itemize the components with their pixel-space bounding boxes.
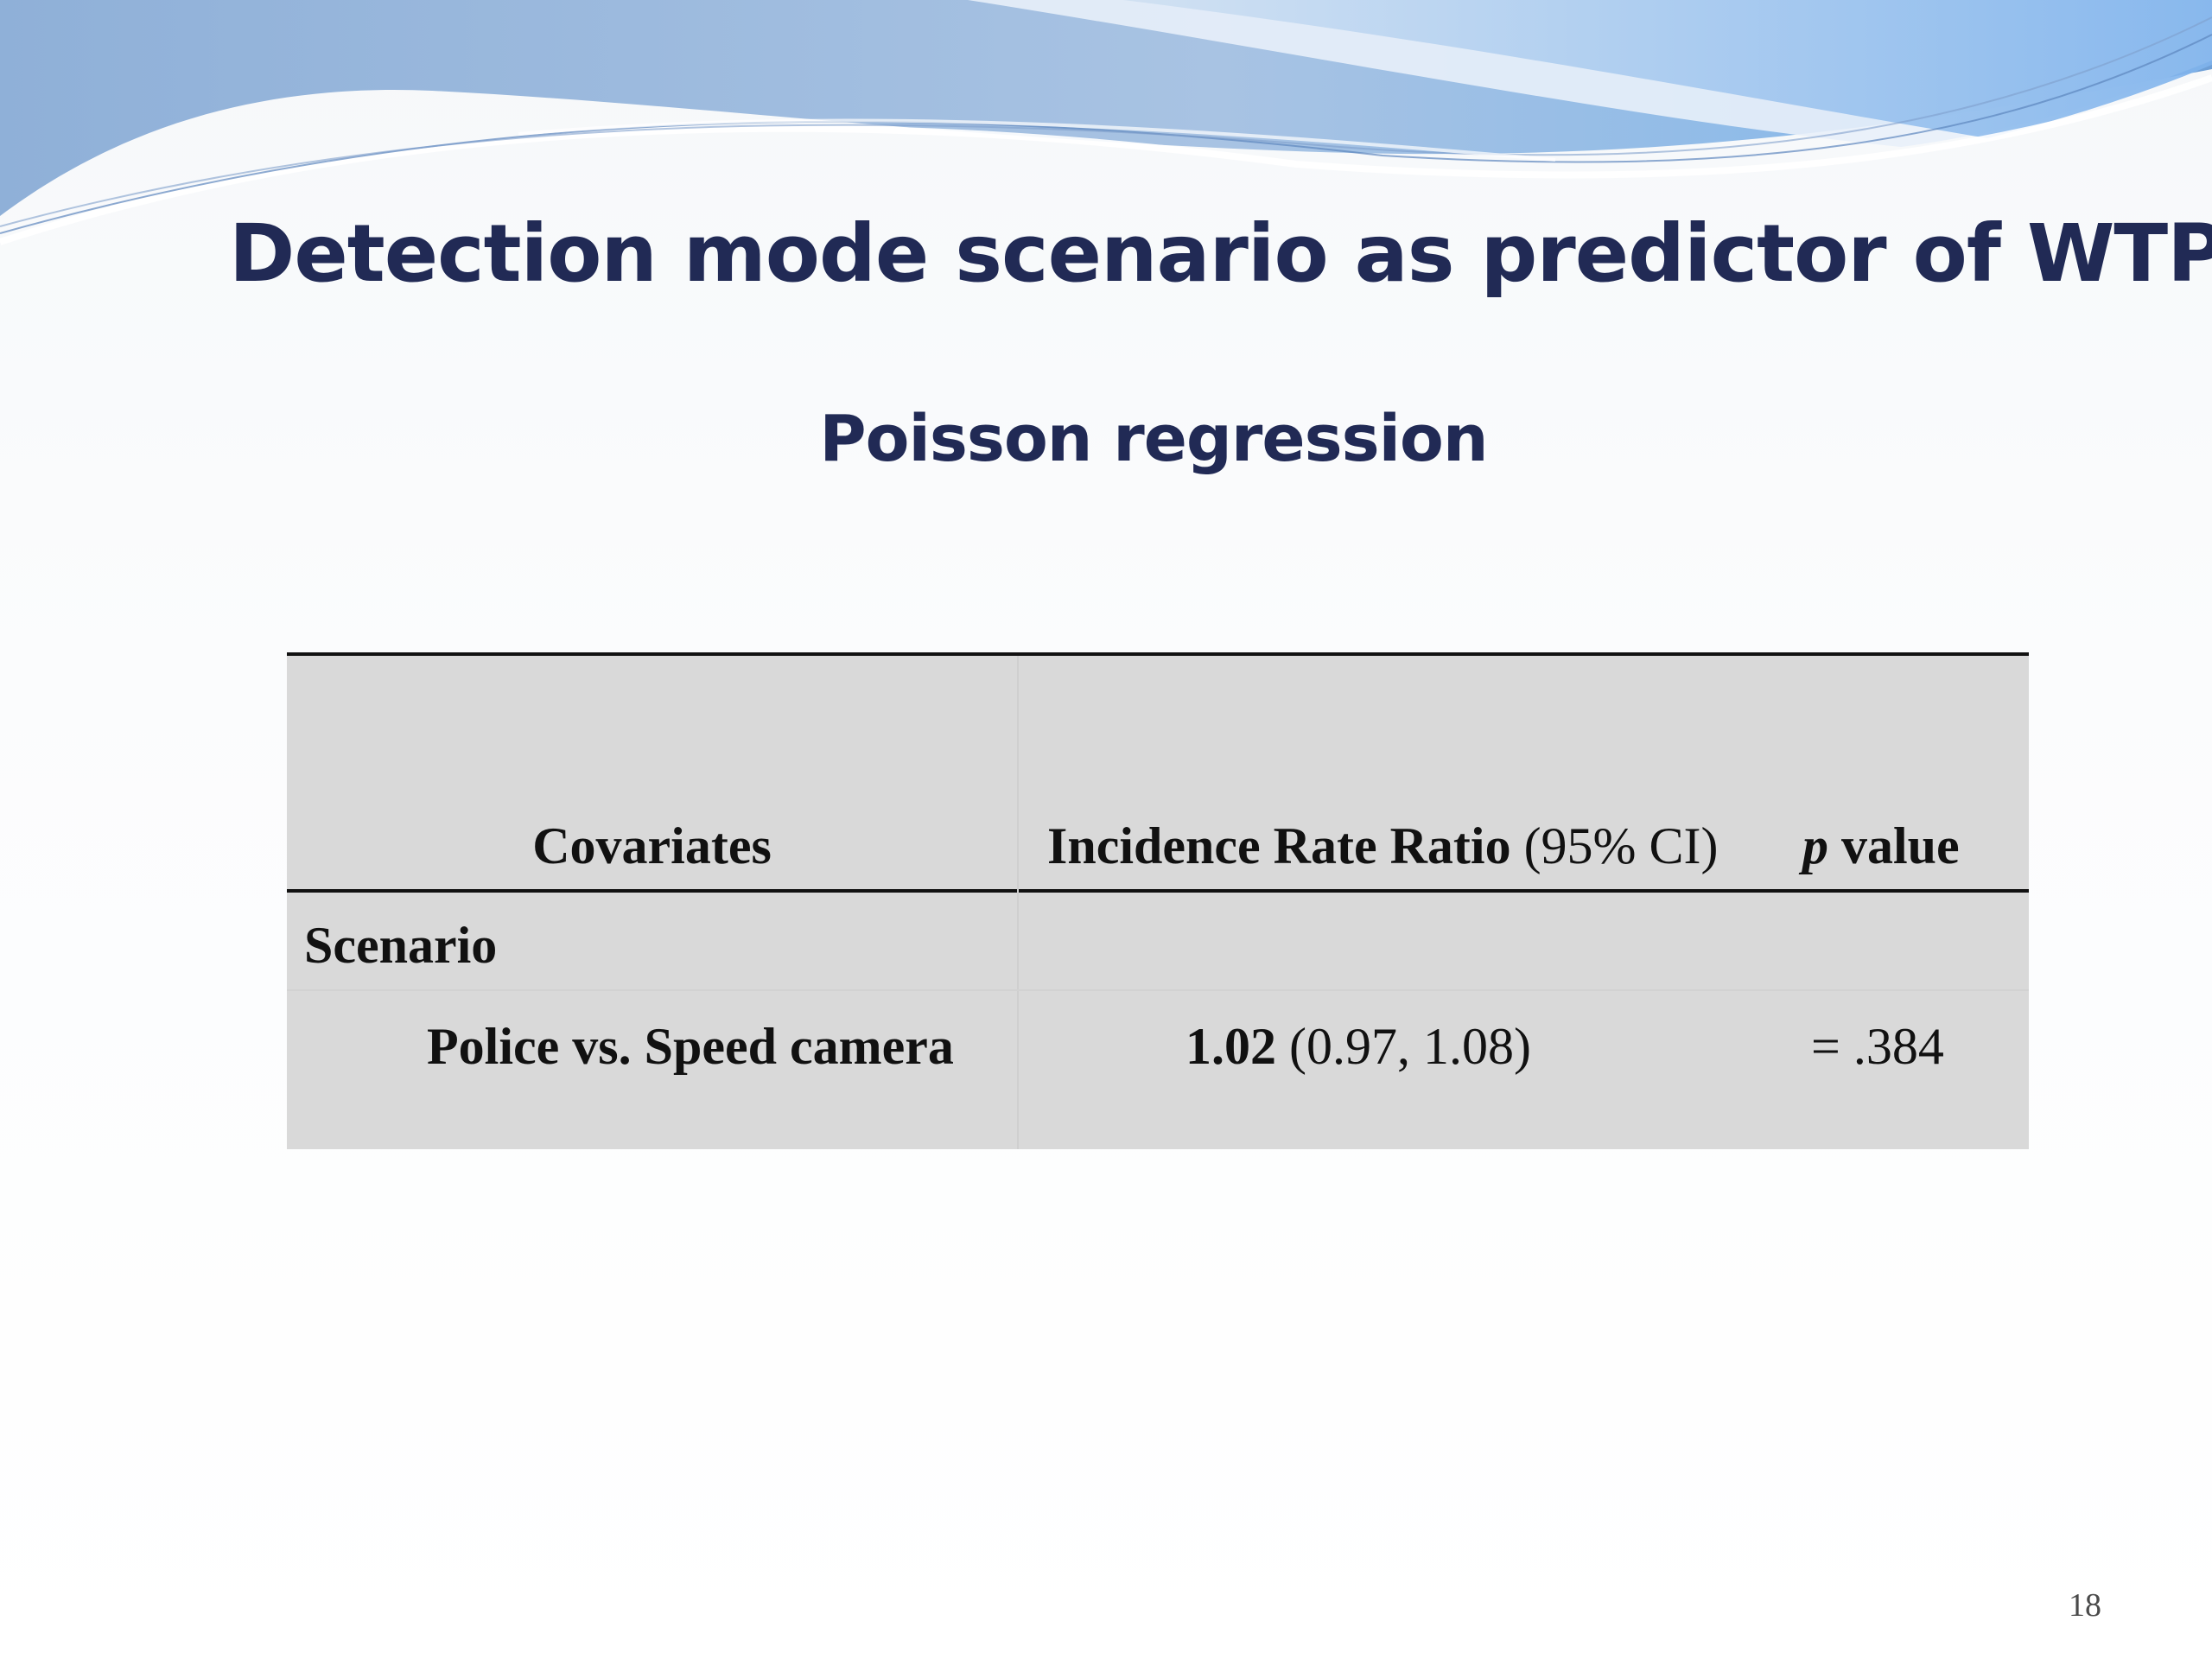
header-p-value: p value bbox=[1802, 817, 1960, 876]
header-irr-label: Incidence Rate Ratio bbox=[1047, 817, 1511, 874]
table-column-divider bbox=[1017, 656, 1019, 1149]
table-row-divider bbox=[287, 989, 2029, 991]
regression-table: Covariates Incidence Rate Ratio (95% CI)… bbox=[287, 652, 2029, 1149]
header-p-label: value bbox=[1841, 817, 1960, 874]
header-irr: Incidence Rate Ratio (95% CI) bbox=[1047, 817, 1719, 876]
page-number: 18 bbox=[2069, 1587, 2101, 1624]
irr-confidence-interval: (0.97, 1.08) bbox=[1289, 1018, 1531, 1075]
header-ci-label: (95% CI) bbox=[1523, 817, 1719, 874]
irr-estimate: 1.02 bbox=[1185, 1018, 1276, 1075]
slide-subtitle: Poisson regression bbox=[819, 402, 1488, 476]
slide-title: Detection mode scenario as predictor of … bbox=[229, 207, 2212, 300]
row-irr-value: 1.02 (0.97, 1.08) bbox=[1185, 1017, 1531, 1077]
header-p-symbol: p bbox=[1802, 817, 1828, 874]
header-covariates: Covariates bbox=[532, 817, 772, 874]
table-header-rule bbox=[287, 889, 2029, 893]
row-label-scenario: Scenario bbox=[304, 917, 498, 974]
row-p-value: = .384 bbox=[1811, 1018, 1944, 1075]
row-label-police-vs-camera: Police vs. Speed camera bbox=[427, 1018, 954, 1075]
header-wave-decoration bbox=[0, 0, 2212, 245]
table-top-rule bbox=[287, 652, 2029, 656]
